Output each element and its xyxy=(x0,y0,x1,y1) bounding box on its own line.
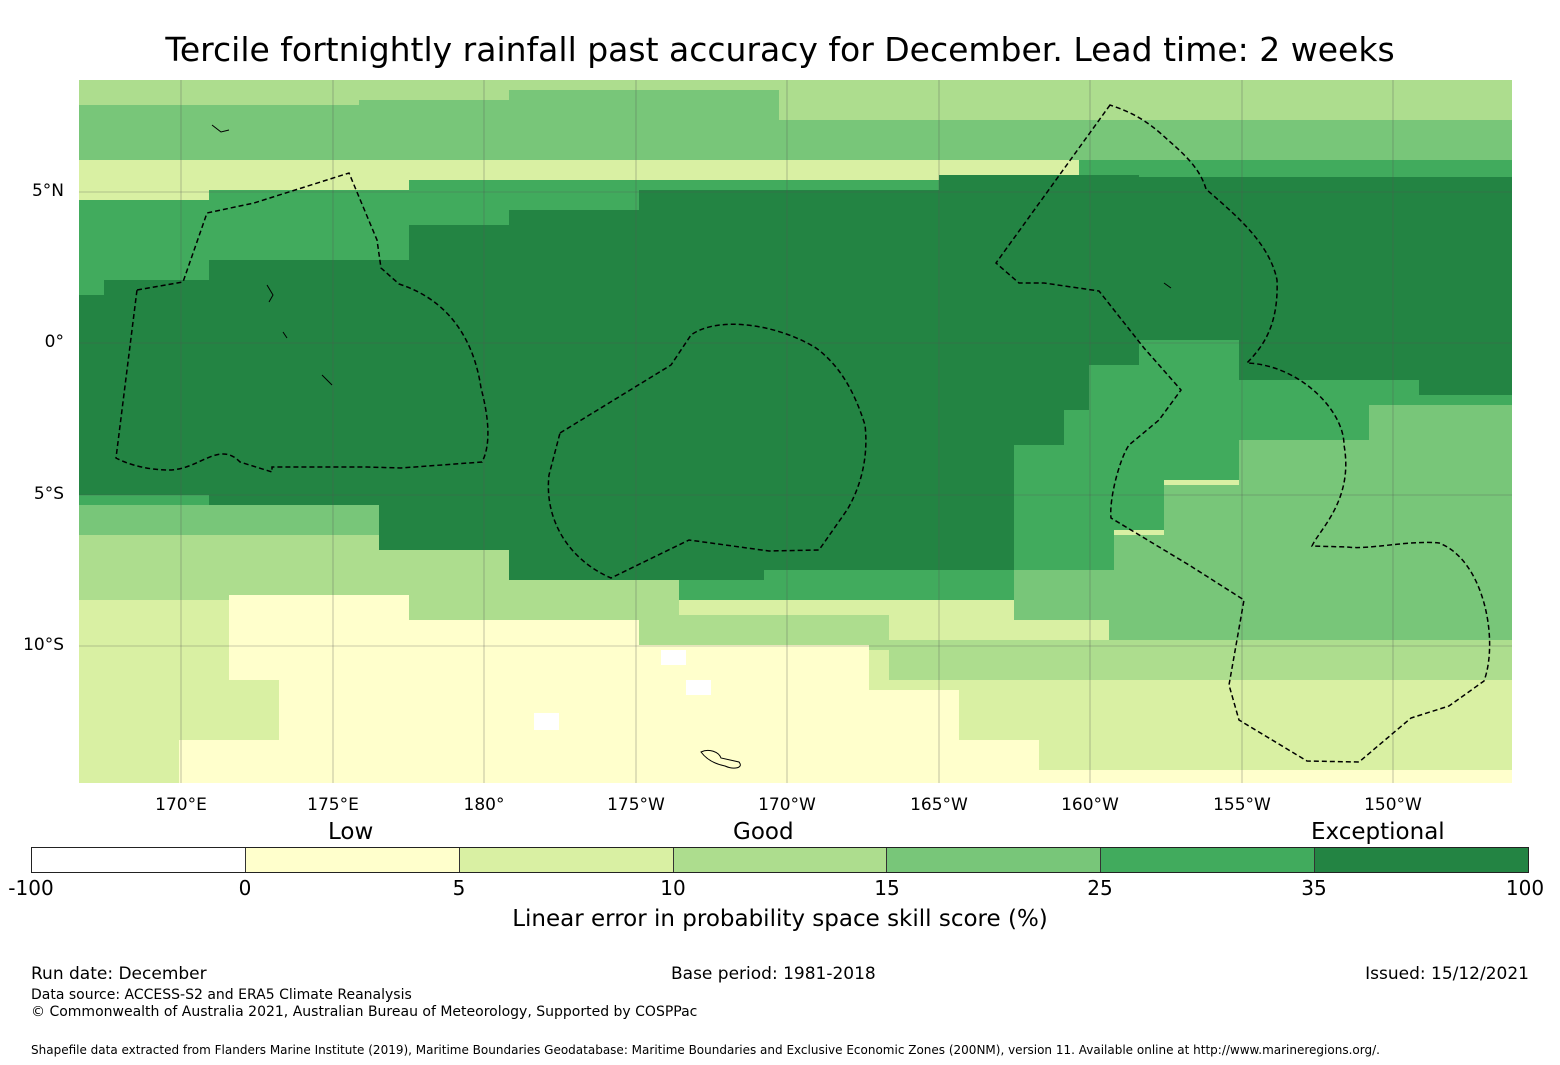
island-atoll xyxy=(282,331,288,339)
lat-label-5s: 5°S xyxy=(33,484,64,504)
colorbar-segment xyxy=(887,848,1102,872)
colorbar-segment xyxy=(459,848,674,872)
quality-label-good: Good xyxy=(733,819,794,845)
colorbar-segment xyxy=(673,848,888,872)
island-atoll xyxy=(321,374,333,386)
lon-label-170e: 170°E xyxy=(155,795,207,815)
colorbar-tick: 5 xyxy=(452,876,466,900)
skill-map xyxy=(79,80,1512,783)
lat-label-5n: 5°N xyxy=(31,181,64,201)
colorbar-axis-label: Linear error in probability space skill … xyxy=(512,906,1048,932)
zone-0-5-patch xyxy=(359,635,499,783)
colorbar-tick: 100 xyxy=(1505,876,1545,900)
shapefile-credit: Shapefile data extracted from Flanders M… xyxy=(31,1043,1380,1057)
zone-35-100-core xyxy=(79,175,1512,580)
colorbar-segment xyxy=(32,848,246,872)
base-period: Base period: 1981-2018 xyxy=(671,964,876,984)
colorbar-segment xyxy=(245,848,460,872)
lat-label-10s: 10°S xyxy=(23,635,64,655)
island-samoa xyxy=(700,749,741,769)
lon-label-175w: 175°W xyxy=(607,795,665,815)
lon-label-160w: 160°W xyxy=(1061,795,1119,815)
colorbar-tick: 15 xyxy=(874,876,900,900)
island-atoll xyxy=(266,284,274,303)
eez-kiribati-gilbert xyxy=(115,172,489,474)
zone-negative-cell xyxy=(534,713,559,730)
quality-label-exceptional: Exceptional xyxy=(1311,819,1445,845)
colorbar xyxy=(31,847,1529,873)
lon-label-155w: 155°W xyxy=(1213,795,1271,815)
lon-label-180: 180° xyxy=(463,795,505,815)
colorbar-segment xyxy=(1315,848,1529,872)
lat-label-0: 0° xyxy=(44,332,64,352)
copyright: © Commonwealth of Australia 2021, Austra… xyxy=(31,1004,698,1020)
zone-10-15-south xyxy=(79,535,1512,680)
lon-label-165w: 165°W xyxy=(910,795,968,815)
island-atoll xyxy=(211,124,230,133)
chart-title: Tercile fortnightly rainfall past accura… xyxy=(165,30,1395,69)
issued-date: Issued: 15/12/2021 xyxy=(1365,964,1529,984)
colorbar-tick: 25 xyxy=(1087,876,1113,900)
run-date: Run date: December xyxy=(31,964,207,984)
skill-map-canvas xyxy=(79,80,1512,783)
eez-tokelau-phoenix xyxy=(547,323,867,579)
zone-15-25-southeast xyxy=(1014,405,1512,640)
zone-negative-cell xyxy=(661,650,686,665)
lon-label-170w: 170°W xyxy=(758,795,816,815)
graticule xyxy=(79,80,1512,783)
quality-label-low: Low xyxy=(328,819,374,845)
zone-15-25-north xyxy=(79,90,1512,160)
island-atoll xyxy=(1163,282,1172,289)
colorbar-tick: 10 xyxy=(660,876,686,900)
zone-15-25-southwest xyxy=(79,505,379,535)
coastlines xyxy=(211,124,1172,769)
eez-boundaries xyxy=(115,104,1491,763)
zone-negative-cell xyxy=(686,680,711,695)
data-source: Data source: ACCESS-S2 and ERA5 Climate … xyxy=(31,987,412,1003)
lon-label-150w: 150°W xyxy=(1364,795,1422,815)
skill-zones xyxy=(79,80,1512,783)
zone-0-5-south xyxy=(179,595,1512,783)
colorbar-tick: 0 xyxy=(238,876,252,900)
colorbar-segment xyxy=(1101,848,1316,872)
lon-label-175e: 175°E xyxy=(307,795,359,815)
colorbar-tick: 35 xyxy=(1301,876,1327,900)
colorbar-tick: -100 xyxy=(8,876,54,900)
